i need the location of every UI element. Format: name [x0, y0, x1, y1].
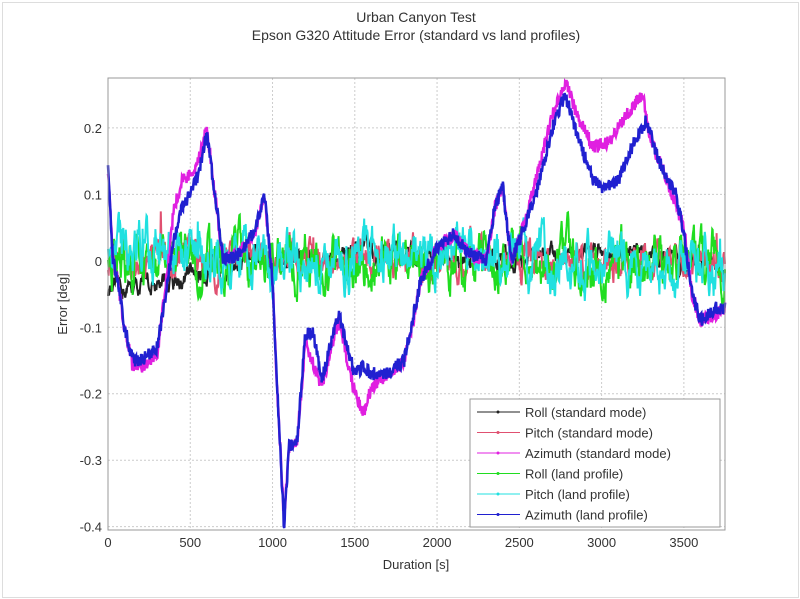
y-tick-label: -0.4 — [80, 520, 102, 535]
x-tick-label: 2500 — [505, 535, 534, 550]
legend-entry: Azimuth (standard mode) — [525, 446, 671, 461]
legend-marker — [496, 513, 500, 516]
legend-entry: Roll (land profile) — [525, 467, 623, 482]
legend-entry: Azimuth (land profile) — [525, 508, 648, 523]
legend-marker — [496, 431, 500, 434]
legend-box — [469, 398, 721, 528]
legend-marker — [496, 472, 500, 475]
x-tick-label: 3500 — [669, 535, 698, 550]
legend-marker — [496, 492, 500, 496]
plot-area — [107, 77, 726, 531]
legend-marker — [496, 451, 500, 455]
x-tick-label: 500 — [179, 535, 201, 550]
x-tick-label: 2000 — [423, 535, 452, 550]
legend-entry: Pitch (standard mode) — [525, 426, 653, 441]
y-tick-label: 0.2 — [84, 121, 102, 136]
series-line-4 — [107, 211, 726, 301]
chart-subtitle: Epson G320 Attitude Error (standard vs l… — [252, 27, 580, 43]
legend-entry: Pitch (land profile) — [525, 487, 630, 502]
legend-marker — [496, 410, 500, 414]
chart-title: Urban Canyon Test — [356, 9, 476, 25]
x-tick-label: 1500 — [340, 535, 369, 550]
x-tick-label: 1000 — [258, 535, 287, 550]
y-axis-label: Error [deg] — [55, 273, 70, 334]
y-tick-label: 0 — [95, 254, 102, 269]
y-tick-label: -0.3 — [80, 453, 102, 468]
x-tick-label: 3000 — [587, 535, 616, 550]
legend: Roll (standard mode) Pitch (standard mode… — [469, 398, 721, 528]
series-line-5 — [106, 92, 727, 529]
y-tick-label: -0.2 — [80, 387, 102, 402]
x-axis-label: Duration [s] — [383, 557, 449, 572]
y-tick-label: 0.1 — [84, 187, 102, 202]
y-tick-label: -0.1 — [80, 320, 102, 335]
legend-entry: Roll (standard mode) — [525, 405, 646, 420]
x-tick-label: 0 — [104, 535, 111, 550]
